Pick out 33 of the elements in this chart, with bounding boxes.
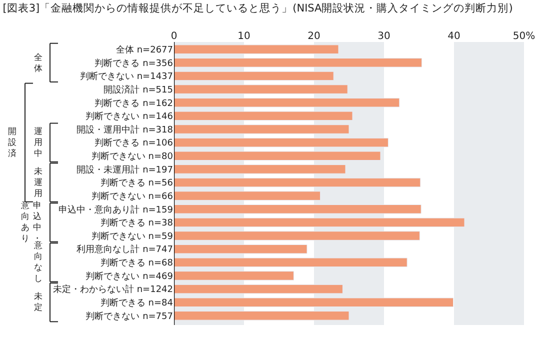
x-tick-label: 0: [170, 31, 178, 42]
y-tick-label: 判断できる n=56: [100, 178, 174, 189]
y-tick-label: 開設・運用中計 n=318: [76, 124, 174, 136]
y-tick-label: 判断できない n=59: [91, 230, 174, 242]
y-tick-label: 判断できない n=469: [86, 270, 174, 282]
x-tick-label: 40: [448, 31, 460, 42]
y-tick-label: 未定・わからない計 n=1242: [52, 284, 173, 296]
x-tick-label: 10: [238, 31, 250, 42]
text: 未運用: [34, 166, 43, 200]
y-tick-label: 判断できる n=356: [94, 58, 174, 69]
x-tick-label: 20: [308, 31, 320, 42]
y-tick-label: 開設・未運用計 n=197: [76, 164, 173, 176]
y-tick-label: 判断できない n=1437: [80, 71, 173, 82]
text: 未定: [34, 291, 43, 314]
y-tick-label: 利用意向なし計 n=747: [76, 244, 173, 256]
y-tick-label: 全体 n=2677: [116, 44, 173, 56]
text: 全体: [34, 52, 43, 74]
y-tick-label: 判断できる n=38: [100, 218, 174, 229]
y-tick-label: 判断できない n=66: [91, 190, 174, 202]
y-tick-label: 開設済計 n=515: [104, 84, 173, 96]
text: 運用中: [34, 126, 43, 160]
chart-title: [図表3]「金融機関からの情報提供が不足していると思う」(NISA開設状況・購入タイミングの判断力別): [2, 1, 513, 14]
y-tick-label: 判断できない n=757: [86, 310, 173, 322]
y-tick-label: 判断できる n=68: [100, 258, 174, 269]
y-tick-label: 判断できる n=162: [94, 98, 173, 109]
y-tick-label: 申込中・意向あり計 n=159: [58, 204, 174, 216]
y-tick-label: 判断できる n=106: [94, 138, 174, 149]
text: 開設済: [8, 126, 17, 160]
y-tick-label: 判断できない n=146: [86, 111, 174, 122]
x-tick-label: 50%: [512, 31, 536, 42]
x-tick-label: 30: [378, 31, 390, 42]
y-tick-label: 判断できる n=84: [100, 298, 174, 309]
y-tick-label: 判断できない n=80: [91, 151, 174, 162]
